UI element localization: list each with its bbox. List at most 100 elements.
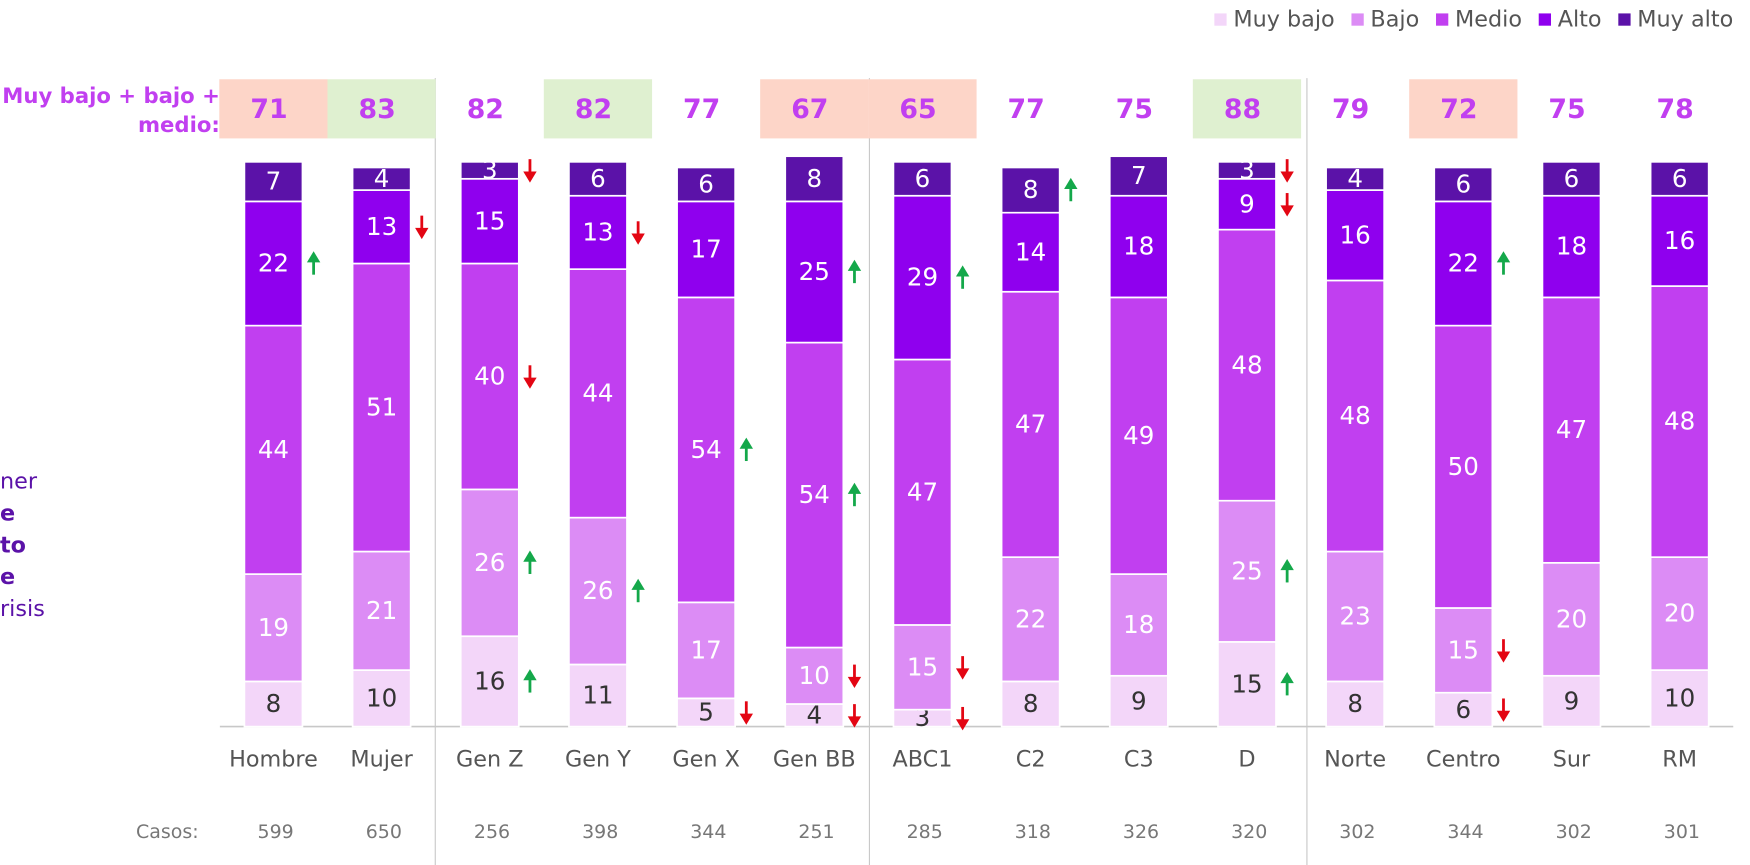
trend-arrow-head xyxy=(523,669,537,681)
bar-segment xyxy=(568,194,628,270)
segment-label: 50 xyxy=(1448,452,1479,481)
x-tick-label: Hombre xyxy=(229,747,318,773)
legend-label: Muy bajo xyxy=(1233,7,1334,33)
summary-value: 88 xyxy=(1224,94,1261,125)
bar-segment xyxy=(1325,279,1385,553)
x-tick-label: Gen BB xyxy=(773,747,856,773)
summary-cell xyxy=(868,79,977,139)
segment-label: 48 xyxy=(1231,350,1262,379)
legend-swatch xyxy=(1538,13,1552,26)
bar-segment xyxy=(1649,669,1710,728)
cases-value: 650 xyxy=(366,821,402,843)
segment-label: 44 xyxy=(582,379,613,408)
segment-label: 48 xyxy=(1340,401,1371,430)
segment-label: 18 xyxy=(1123,232,1154,261)
segment-label: 9 xyxy=(1239,189,1255,218)
trend-arrow-head xyxy=(631,233,645,245)
bar-segment xyxy=(1433,607,1494,694)
summary-cell xyxy=(1409,79,1518,139)
segment-label: 16 xyxy=(474,667,505,696)
bar-segment xyxy=(459,635,520,728)
trend-arrow xyxy=(631,578,645,603)
segment-label: 6 xyxy=(1564,164,1580,193)
bar-segment xyxy=(243,324,304,575)
segment-label: 48 xyxy=(1664,407,1695,436)
cases-value: 285 xyxy=(907,821,943,843)
trend-arrow-head xyxy=(1064,177,1078,189)
segment-label: 10 xyxy=(799,661,830,690)
legend-swatch xyxy=(1214,13,1227,26)
segment-label: 21 xyxy=(366,596,397,625)
side-text: risis xyxy=(0,596,45,622)
segment-label: 10 xyxy=(366,683,397,712)
bar-segment xyxy=(1000,290,1061,559)
x-tick-label: Norte xyxy=(1324,747,1386,773)
segment-label: 40 xyxy=(474,362,505,391)
trend-arrow-head xyxy=(847,676,862,689)
cases-value: 398 xyxy=(582,821,618,843)
summary-value: 75 xyxy=(1548,94,1585,125)
segment-label: 49 xyxy=(1123,421,1154,450)
trend-arrow-head xyxy=(523,377,537,389)
segment-label: 23 xyxy=(1340,602,1371,631)
summary-value: 71 xyxy=(250,94,287,125)
segment-label: 6 xyxy=(1455,170,1471,199)
trend-arrow xyxy=(1280,193,1294,217)
segment-label: 20 xyxy=(1664,599,1695,628)
x-tick-label: Centro xyxy=(1426,747,1501,773)
trend-arrow xyxy=(955,656,970,680)
bar-segment xyxy=(1108,573,1169,677)
trend-arrow-head xyxy=(1496,710,1511,722)
trend-arrow xyxy=(523,365,537,389)
bar-segment xyxy=(1217,641,1277,728)
bar-segment xyxy=(1000,680,1061,728)
segment-label: 13 xyxy=(582,218,613,247)
trend-arrow-head xyxy=(1496,651,1511,663)
bar-segment xyxy=(243,573,304,683)
trend-arrow-head xyxy=(306,251,321,263)
trend-arrow-head xyxy=(523,171,537,183)
segment-label: 29 xyxy=(907,263,938,292)
x-tick-label: Mujer xyxy=(350,747,413,773)
trend-arrow xyxy=(1280,671,1294,696)
x-tick-label: C2 xyxy=(1016,747,1046,773)
bar-segment xyxy=(459,177,520,265)
x-tick-label: Gen X xyxy=(672,747,740,773)
bar-segment xyxy=(784,341,845,649)
segment-label: 6 xyxy=(590,164,606,193)
segment-label: 15 xyxy=(1231,669,1262,698)
bar-segment xyxy=(1325,166,1385,191)
trend-arrow xyxy=(739,701,753,725)
segment-label: 54 xyxy=(690,435,721,464)
segment-label: 9 xyxy=(1131,686,1147,715)
segment-label: 17 xyxy=(690,635,721,664)
trend-arrow-head xyxy=(955,719,970,731)
segment-label: 8 xyxy=(1347,689,1363,718)
trend-arrow-head xyxy=(955,668,970,680)
bar-segment xyxy=(676,200,736,299)
bar-segment xyxy=(784,155,845,203)
trend-arrow-head xyxy=(631,578,645,590)
trend-arrow xyxy=(847,664,862,689)
bar-segment xyxy=(1433,166,1494,203)
summary-cell xyxy=(1192,79,1302,139)
segment-label: 7 xyxy=(1131,161,1147,190)
bar-segment xyxy=(676,296,736,604)
segment-label: 14 xyxy=(1015,237,1046,266)
bar-segment xyxy=(892,624,953,711)
bar-segment xyxy=(568,516,628,666)
segment-label: 47 xyxy=(1015,410,1046,439)
x-tick-label: Sur xyxy=(1553,747,1591,773)
cases-value: 326 xyxy=(1123,821,1159,843)
segment-label: 25 xyxy=(799,257,830,286)
trend-arrow xyxy=(523,669,537,693)
cases-value: 302 xyxy=(1339,821,1375,843)
legend-label: Medio xyxy=(1455,7,1522,33)
trend-arrow xyxy=(631,221,645,245)
bar-segment xyxy=(676,601,736,700)
cases-value: 344 xyxy=(690,821,726,843)
trend-arrow xyxy=(1496,251,1511,275)
segment-label: 54 xyxy=(799,480,830,509)
bar-segment xyxy=(1541,561,1602,677)
trend-arrow-head xyxy=(1280,205,1294,217)
